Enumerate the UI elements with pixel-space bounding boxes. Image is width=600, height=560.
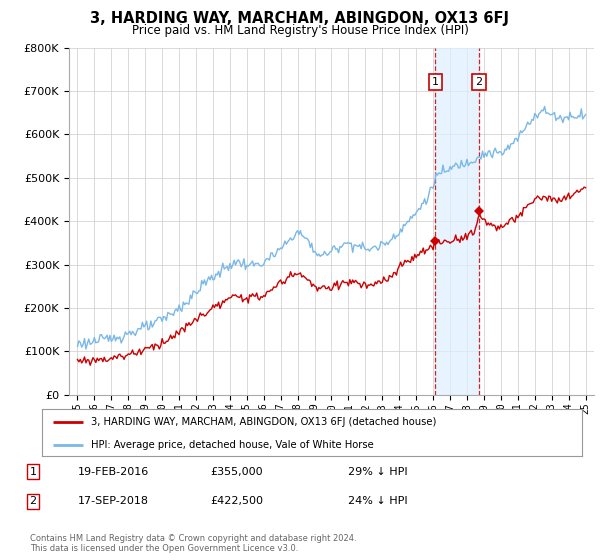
Text: HPI: Average price, detached house, Vale of White Horse: HPI: Average price, detached house, Vale… [91,440,373,450]
Text: Price paid vs. HM Land Registry's House Price Index (HPI): Price paid vs. HM Land Registry's House … [131,24,469,37]
Text: £422,500: £422,500 [210,496,263,506]
Text: 3, HARDING WAY, MARCHAM, ABINGDON, OX13 6FJ: 3, HARDING WAY, MARCHAM, ABINGDON, OX13 … [91,11,509,26]
Text: £355,000: £355,000 [210,466,263,477]
Bar [435,48,479,395]
Text: 2: 2 [29,496,37,506]
Text: Contains HM Land Registry data © Crown copyright and database right 2024.
This d: Contains HM Land Registry data © Crown c… [30,534,356,553]
Text: 3, HARDING WAY, MARCHAM, ABINGDON, OX13 6FJ (detached house): 3, HARDING WAY, MARCHAM, ABINGDON, OX13 … [91,417,436,427]
Text: 1: 1 [29,466,37,477]
Text: 29% ↓ HPI: 29% ↓ HPI [348,466,407,477]
Text: 17-SEP-2018: 17-SEP-2018 [78,496,149,506]
Text: 2: 2 [475,77,482,87]
Text: 24% ↓ HPI: 24% ↓ HPI [348,496,407,506]
Text: 1: 1 [431,77,439,87]
Text: 19-FEB-2016: 19-FEB-2016 [78,466,149,477]
